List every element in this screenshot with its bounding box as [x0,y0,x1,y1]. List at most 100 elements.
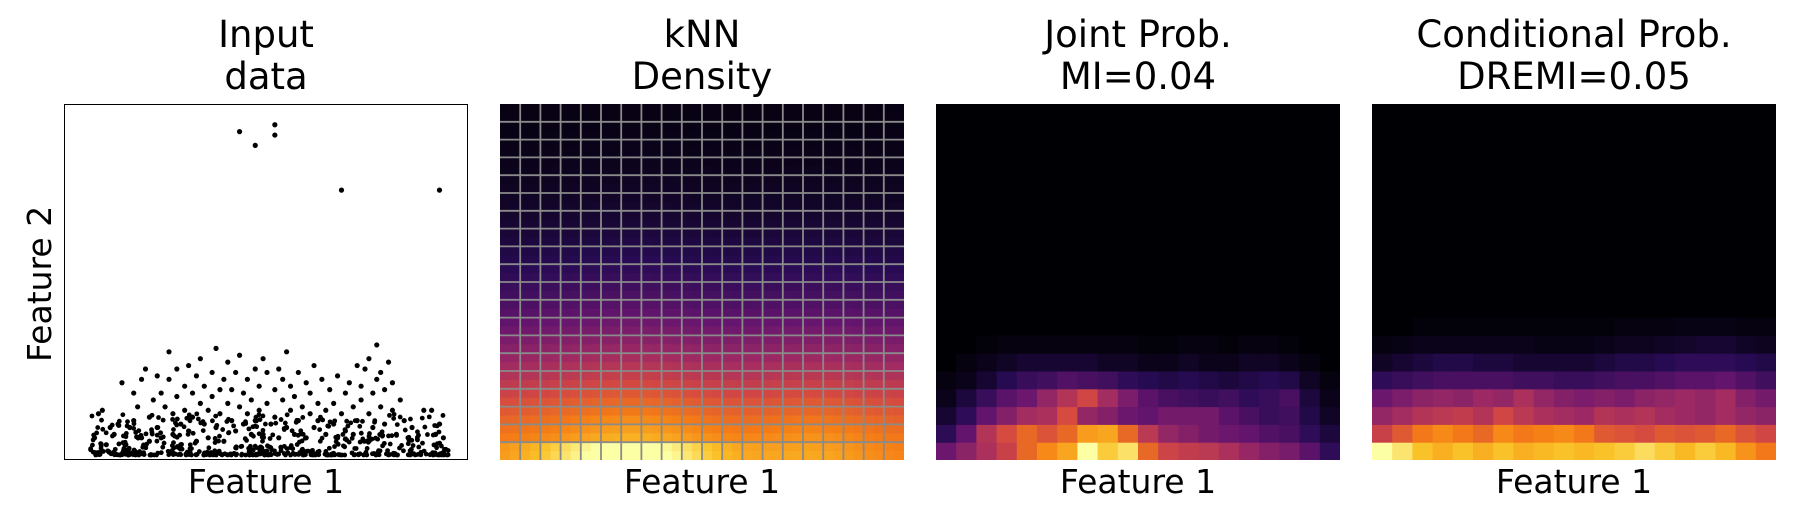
density-cell [651,273,663,283]
density-cell [671,290,683,301]
density-cell [813,157,824,167]
density-cell [893,193,904,203]
density-cell [742,317,754,328]
scatter-point-608 [272,451,278,457]
density-cell [661,326,673,336]
conditional-prob-cell [1614,371,1636,390]
density-cell [803,166,814,176]
scatter-point-131 [389,380,396,386]
density-cell [611,130,622,141]
scatter-point-366 [174,416,180,422]
density-cell [661,104,673,114]
density-cell [550,104,562,114]
scatter-point-78 [272,414,278,420]
density-cell [641,219,653,230]
joint-prob-cell [1239,442,1260,460]
scatter-point-324 [278,417,284,422]
density-cell [742,130,754,141]
density-cell [712,219,723,230]
density-cell [520,121,531,132]
density-cell [762,308,774,319]
density-cell [560,299,572,310]
density-cell [601,264,612,274]
density-cell [681,451,693,460]
scatter-point-3 [103,442,109,448]
density-cell [813,193,824,203]
density-cell [500,299,511,310]
density-cell [661,282,673,292]
density-cell [873,139,885,150]
joint-prob-cell [1057,335,1078,354]
density-cell [651,406,663,417]
panel-2-title-line-1: kNN [663,13,741,56]
density-cell [873,415,885,425]
density-cell [691,344,703,354]
density-cell [782,371,794,381]
density-cell [863,397,875,408]
density-cell [661,415,673,425]
density-cell [823,308,834,319]
density-cell [601,388,612,399]
density-cell [621,210,632,221]
density-cell [722,397,733,408]
density-cell [641,397,653,408]
density-cell [510,433,521,443]
density-cell [803,282,814,292]
density-cell [792,148,804,158]
scatter-point-606 [416,432,421,438]
density-cell [661,433,673,443]
panel-4-title: Conditional Prob. DREMI=0.05 [1372,14,1776,98]
density-cell [550,139,562,150]
density-cell [873,237,885,247]
conditional-prob-cell [1614,317,1636,336]
joint-prob-cell [1218,353,1240,372]
density-cell [520,139,531,150]
density-cell [520,264,531,274]
density-cell [580,415,592,425]
density-cell [813,353,824,363]
density-cell [702,290,713,301]
scatter-point-613 [367,431,372,436]
conditional-prob-cell [1755,335,1776,354]
density-cell [712,353,723,363]
density-cell [681,379,693,390]
scatter-point-330 [200,428,206,433]
density-cell [611,433,622,443]
density-cell [681,415,693,425]
scatter-point-1 [95,411,102,417]
density-cell [691,219,703,230]
density-cell [611,121,622,132]
density-cell [863,139,875,150]
density-cell [641,148,653,158]
density-cell [863,184,875,194]
density-cell [772,104,784,114]
density-cell [570,246,582,256]
joint-prob-cell [936,406,957,425]
scatter-point-120 [366,356,372,362]
scatter-point-350 [242,436,248,442]
density-cell [510,326,521,336]
density-cell [863,210,875,221]
density-cell [893,130,904,141]
scatter-point-224 [326,445,332,451]
joint-prob-cell [1117,442,1139,460]
density-cell [782,388,794,399]
density-cell [803,308,814,319]
scatter-point-610 [315,451,321,457]
scatter-point-549 [181,424,187,430]
conditional-prob-cell [1715,317,1737,336]
joint-prob-cell [936,442,957,460]
density-cell [560,264,572,274]
density-cell [520,406,531,417]
density-cell [520,353,531,363]
density-cell [500,157,511,167]
joint-prob-cell [1097,442,1119,460]
density-cell [722,219,733,230]
joint-prob-cell [1037,424,1058,443]
density-cell [671,388,683,399]
density-cell [540,201,552,212]
density-cell [843,326,855,336]
scatter-point-116 [358,383,364,389]
density-cell [691,264,703,274]
density-cell [893,451,904,460]
